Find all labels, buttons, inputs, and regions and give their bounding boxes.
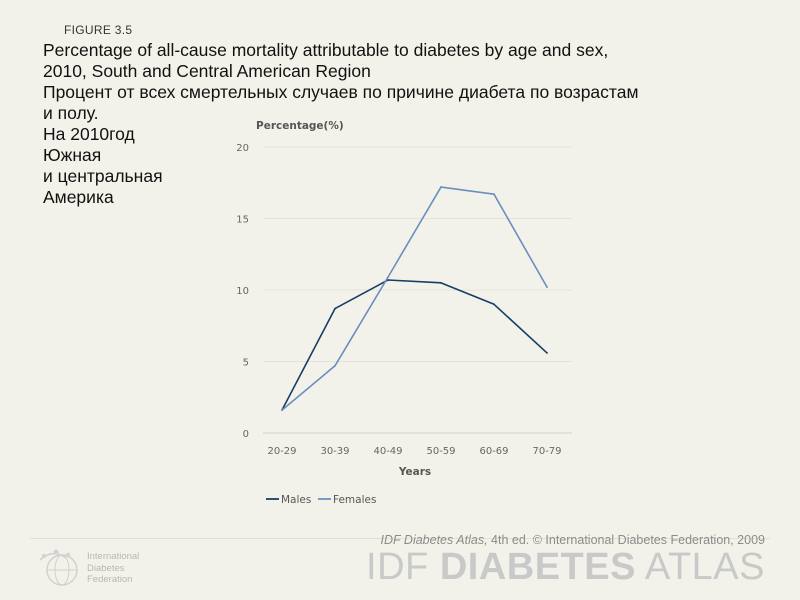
series-lines — [281, 186, 548, 412]
data-point-females — [281, 409, 283, 412]
series-line-females — [281, 186, 548, 411]
data-point-females — [493, 193, 495, 196]
y-tick-label: 0 — [243, 429, 249, 440]
y-tick-label: 20 — [236, 143, 249, 154]
x-tick-label: 20-29 — [267, 446, 296, 457]
data-point-males — [387, 279, 389, 281]
title-ru-line-5: и центральная — [43, 166, 163, 186]
legend: Males Females — [266, 494, 376, 506]
data-point-females — [334, 364, 336, 367]
data-point-males — [440, 281, 442, 284]
data-point-females — [387, 276, 389, 279]
brand-atlas: ATLAS — [635, 546, 765, 588]
y-tick-label: 5 — [243, 358, 249, 369]
title-ru-line-4: Южная — [43, 145, 102, 165]
x-tick-label: 70-79 — [532, 446, 561, 457]
tick-labels: 0 5 10 15 20 20-29 30-39 40-49 50-59 60-69 70-79 — [236, 143, 561, 457]
credit-line: IDF Diabetes Atlas, 4th ed. © Internatio… — [381, 533, 765, 547]
credit-rest: 4th ed. © International Diabetes Federat… — [487, 533, 765, 547]
y-tick-label: 10 — [236, 286, 249, 297]
title-ru-line-3: На 2010год — [43, 124, 135, 144]
y-axis-title: Percentage(%) — [256, 120, 344, 132]
organization-name: International Diabetes Federation — [87, 551, 139, 586]
y-tick-label: 15 — [236, 215, 249, 226]
legend-label-females: Females — [333, 494, 376, 506]
data-point-females — [546, 286, 548, 289]
chart-title-english: Percentage of all-cause mortality attrib… — [43, 40, 783, 124]
footer-divider — [30, 538, 770, 539]
x-tick-label: 50-59 — [426, 446, 455, 457]
brand-diabetes: DIABETES — [439, 546, 636, 588]
x-tick-label: 40-49 — [373, 446, 402, 457]
data-point-males — [493, 303, 495, 306]
idf-globe-logo-icon — [39, 549, 78, 586]
series-line-males — [281, 279, 548, 411]
credit-italic: IDF Diabetes Atlas, — [380, 533, 488, 547]
brand-wordmark: IDF DIABETES ATLAS — [366, 546, 765, 589]
legend-label-males: Males — [281, 494, 311, 506]
title-en-line-1: Percentage of all-cause mortality attrib… — [43, 40, 609, 60]
figure-label: FIGURE 3.5 — [64, 23, 133, 37]
org-line-1: International — [87, 551, 140, 562]
org-line-3: Federation — [87, 574, 133, 585]
x-tick-label: 60-69 — [479, 446, 508, 457]
data-point-males — [334, 307, 336, 310]
x-axis-title: Years — [398, 466, 431, 478]
title-en-line-2: 2010, South and Central American Region — [43, 61, 371, 81]
grid-lines — [263, 146, 572, 434]
org-line-2: Diabetes — [87, 562, 125, 574]
title-ru-line-1: Процент от всех смертельных случаев по п… — [43, 82, 639, 102]
brand-idf: IDF — [366, 546, 440, 588]
title-ru-line-6: Америка — [43, 187, 114, 207]
data-point-females — [440, 186, 442, 188]
chart-title-russian-continued: На 2010год Южная и центральная Америка — [43, 124, 163, 208]
data-point-males — [546, 352, 548, 354]
title-ru-line-2: и полу. — [43, 103, 99, 123]
x-tick-label: 30-39 — [320, 446, 349, 457]
